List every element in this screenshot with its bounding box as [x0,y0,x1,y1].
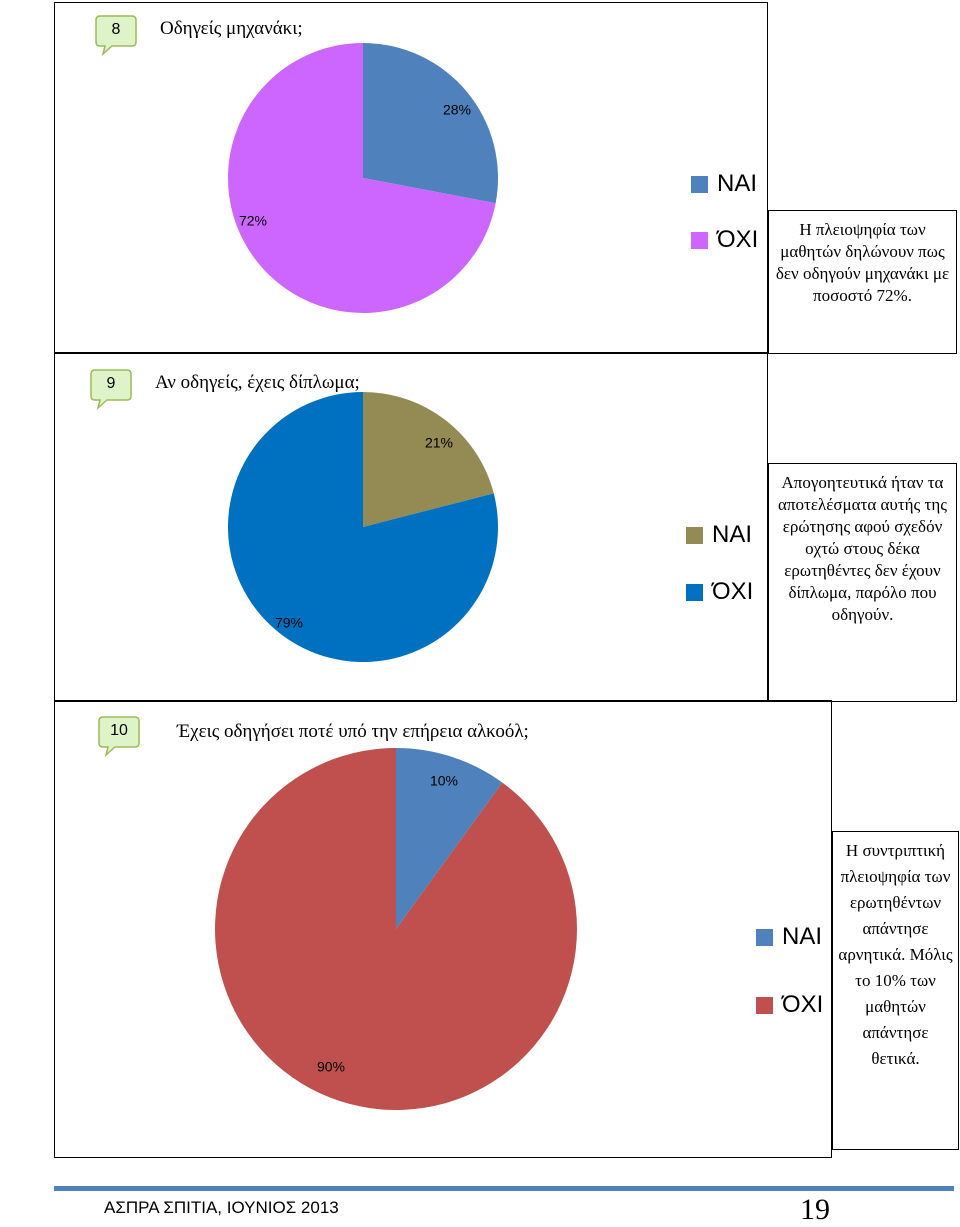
q10-number-bubble: 10 [97,714,141,758]
q8-note: Η πλειοψηφία των μαθητών δηλώνουν πως δε… [768,210,957,354]
pie-slice-ΌΧΙ [215,748,577,1111]
pie-data-label: 28% [443,102,471,118]
q8-frame [54,2,768,354]
pie-slice-ΝΑΙ [363,392,494,527]
q8-legend-no: ΌΧΙ [691,225,758,255]
pie-slice-ΌΧΙ [227,43,496,313]
page-number: 19 [800,1193,830,1226]
pie-data-label: 90% [317,1059,345,1075]
q10-note: Η συντριπτική πλειοψηφία των ερωτηθέντων… [832,831,959,1150]
q8-number: 8 [111,21,121,38]
q9-legend-yes-label: ΝΑΙ [712,521,753,548]
q8-number-bubble: 8 [94,13,138,57]
pie-data-label: 72% [239,213,267,229]
q10-title: Έχεις οδηγήσει ποτέ υπό την επήρεια αλκο… [177,721,529,742]
q9-number: 9 [106,375,116,392]
q9-number-bubble: 9 [89,367,133,411]
q8-legend-no-label: ΌΧΙ [717,226,759,253]
speech-bubble-icon [95,15,137,57]
q9-legend-yes: ΝΑΙ [686,520,752,550]
pie-data-label: 21% [425,435,453,451]
q9-legend-no-swatch [686,583,703,601]
q10-legend-no: ΌΧΙ [756,990,823,1020]
q8-title: Οδηγείς μηχανάκι; [160,18,303,39]
footer-rule [54,1186,954,1191]
q10-legend-no-label: ΌΧΙ [782,991,824,1018]
q9-frame [54,352,768,702]
pie-slice-ΌΧΙ [227,392,498,663]
q8-legend-no-swatch [691,231,708,249]
pie-slice-ΝΑΙ [396,748,503,929]
footer-text: ΑΣΠΡΑ ΣΠΙΤΙΑ, ΙΟΥΝΙΟΣ 2013 [104,1198,339,1217]
q9-legend-yes-swatch [686,526,703,544]
q10-number: 10 [110,722,128,739]
q8-legend-yes-label: ΝΑΙ [717,170,758,197]
q10-legend-no-swatch [756,996,773,1014]
pie-slice-ΝΑΙ [363,43,498,204]
pie-data-label: 10% [430,773,458,789]
q8-legend-yes-swatch [691,175,708,193]
q8-legend-yes: ΝΑΙ [691,169,757,199]
q9-title: Αν οδηγείς, έχεις δίπλωμα; [155,372,360,393]
speech-bubble-icon [90,369,132,411]
q9-legend-no: ΌΧΙ [686,577,753,607]
q10-legend-yes-swatch [756,928,773,946]
q10-frame [54,700,832,1158]
q9-legend-no-label: ΌΧΙ [712,578,754,605]
q9-note: Απογοητευτικά ήταν τα αποτελέσματα αυτής… [768,463,957,702]
q10-legend-yes: ΝΑΙ [756,922,822,952]
pie-data-label: 79% [275,615,303,631]
q10-legend-yes-label: ΝΑΙ [782,923,823,950]
speech-bubble-icon [98,716,140,758]
